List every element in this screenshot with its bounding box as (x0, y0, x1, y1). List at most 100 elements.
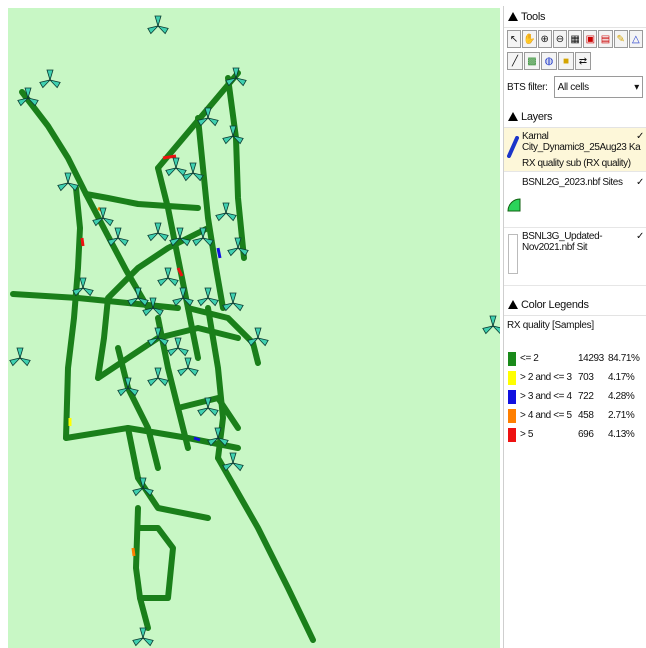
bts-site-icon (172, 287, 194, 307)
layer-visible-check[interactable]: ✓ (636, 131, 644, 142)
legend-swatch (508, 427, 516, 442)
legend-title: Color Legends (521, 298, 589, 311)
bts-site-icon (197, 397, 219, 417)
legend-swatch (508, 389, 516, 404)
legend-header[interactable]: Color Legends (504, 294, 646, 316)
layer-item-3g[interactable]: BSNL3G_Updated-Nov2021.nbf Sit ✓ (504, 228, 646, 286)
bts-site-icon (132, 627, 154, 647)
toolbar-row-1: ↖ ✋ ⊕ ⊖ ▦ ▣ ▤ ✎ △ (504, 28, 646, 50)
legend-count: 703 (578, 372, 594, 383)
pencil-icon[interactable]: ✎ (613, 30, 628, 48)
legend-label: > 4 and <= 5 (520, 410, 572, 421)
bts-site-icon (215, 202, 237, 222)
layer-sub: RX quality sub (RX quality) (522, 158, 631, 169)
bts-site-icon (147, 222, 169, 242)
measure-icon[interactable]: ▤ (598, 30, 613, 48)
legend-label: > 3 and <= 4 (520, 391, 572, 402)
layer-item-2g[interactable]: BSNL2G_2023.nbf Sites ✓ (504, 174, 646, 228)
bts-site-icon (157, 267, 179, 287)
legend-swatch (508, 408, 516, 423)
side-panel: Tools ↖ ✋ ⊕ ⊖ ▦ ▣ ▤ ✎ △ ╱ ▩ ◍ ■ ⇄ BTS fi… (503, 6, 646, 648)
legend-label: <= 2 (520, 353, 539, 364)
pointer-icon[interactable]: ↖ (507, 30, 522, 48)
tools-header[interactable]: Tools (504, 6, 646, 28)
layer-placeholder-icon (508, 234, 518, 274)
legend-pct: 4.28% (608, 391, 635, 402)
bts-site-icon (142, 297, 164, 317)
legend-row: > 5 696 4.13% (504, 425, 646, 444)
layer-add-icon[interactable]: ▩ (524, 52, 540, 70)
bts-site-icon (197, 287, 219, 307)
refresh-icon[interactable]: ⇄ (575, 52, 591, 70)
triangle-icon[interactable]: △ (628, 30, 643, 48)
bts-site-icon (197, 107, 219, 127)
bts-site-icon (107, 227, 129, 247)
tools-title: Tools (521, 10, 546, 23)
globe-icon[interactable]: ◍ (541, 52, 557, 70)
bts-site-icon (482, 315, 500, 335)
select-icon[interactable]: ▣ (583, 30, 598, 48)
bts-site-icon (222, 125, 244, 145)
bts-site-icon (147, 327, 169, 347)
legend-pct: 84.71% (608, 353, 640, 364)
bts-site-icon (227, 237, 249, 257)
bts-filter: BTS filter: All cells ▾ (504, 72, 646, 102)
route-layer-icon (507, 136, 519, 158)
line-icon[interactable]: ╱ (507, 52, 523, 70)
grid-icon[interactable]: ▦ (568, 30, 583, 48)
map-view[interactable] (8, 8, 500, 648)
bts-filter-select[interactable]: All cells ▾ (553, 76, 643, 98)
toolbar-row-2: ╱ ▩ ◍ ■ ⇄ (504, 50, 646, 72)
bts-site-icon (132, 477, 154, 497)
legend-swatch (508, 370, 516, 385)
collapse-triangle-icon[interactable] (508, 112, 518, 121)
layer-name: BSNL3G_Updated-Nov2021.nbf Sit (522, 231, 603, 253)
legend-pct: 4.13% (608, 429, 635, 440)
legend-label: > 5 (520, 429, 533, 440)
legend-count: 458 (578, 410, 594, 421)
legend-row: > 4 and <= 5 458 2.71% (504, 406, 646, 425)
legend-count: 14293 (578, 353, 604, 364)
legend-pct: 2.71% (608, 410, 635, 421)
bts-site-icon (182, 162, 204, 182)
layers-title: Layers (521, 110, 553, 123)
bts-site-icon (167, 337, 189, 357)
bts-site-icon (127, 287, 149, 307)
bts-site-icon (39, 69, 61, 89)
legend-swatch (508, 351, 516, 366)
bts-site-icon (72, 277, 94, 297)
legend-row: > 2 and <= 3 703 4.17% (504, 368, 646, 387)
bts-site-icon (117, 377, 139, 397)
layer-name: BSNL2G_2023.nbf Sites (522, 177, 623, 188)
legend-row: <= 2 14293 84.71% (504, 349, 646, 368)
bts-filter-value: All cells (557, 81, 590, 93)
bts-site-icon (225, 67, 247, 87)
legend-pct: 4.17% (608, 372, 635, 383)
zoom-out-icon[interactable]: ⊖ (552, 30, 568, 48)
bts-site-icon (192, 227, 214, 247)
legend-row: > 3 and <= 4 722 4.28% (504, 387, 646, 406)
legend-rows: <= 2 14293 84.71% > 2 and <= 3 703 4.17%… (504, 349, 646, 444)
legend-count: 722 (578, 391, 594, 402)
layer-item-drive[interactable]: Karnal City_Dynamic8_25Aug23 Ka RX quali… (504, 128, 646, 172)
bts-site-icon (247, 327, 269, 347)
bts-site-icon (177, 357, 199, 377)
bts-site-icon (92, 207, 114, 227)
layer-visible-check[interactable]: ✓ (636, 177, 644, 188)
layers-header[interactable]: Layers (504, 106, 646, 128)
legend-subtitle: RX quality [Samples] (507, 320, 594, 331)
legend-label: > 2 and <= 3 (520, 372, 572, 383)
bts-site-icon (222, 452, 244, 472)
export-icon[interactable]: ■ (558, 52, 574, 70)
pan-icon[interactable]: ✋ (522, 30, 537, 48)
bts-site-icon (165, 157, 187, 177)
bts-site-icon (169, 227, 191, 247)
bts-site-icon (207, 427, 229, 447)
collapse-triangle-icon[interactable] (508, 12, 518, 21)
collapse-triangle-icon[interactable] (508, 300, 518, 309)
drive-route (10, 70, 316, 643)
quality-spots (68, 154, 222, 557)
bts-site-icon (147, 367, 169, 387)
zoom-in-icon[interactable]: ⊕ (537, 30, 552, 48)
layer-visible-check[interactable]: ✓ (636, 231, 644, 242)
